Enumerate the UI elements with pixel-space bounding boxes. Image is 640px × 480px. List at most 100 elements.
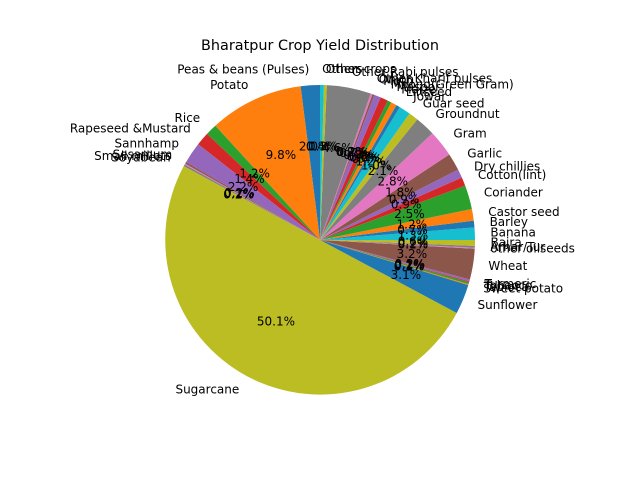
slice-pct-bajra: 0.6% — [398, 234, 429, 248]
slice-pct-cotton-lint: 0.9% — [391, 197, 422, 211]
slice-rapeseed-mustard — [198, 133, 320, 240]
slice-pct-masoor: 0.4% — [346, 149, 377, 163]
slice-label-other-rabi-pulses: Other Rabi pulses — [352, 65, 459, 79]
slice-tobacco — [320, 240, 470, 283]
slice-pct-potato: 9.8% — [266, 148, 297, 162]
slice-soyabean — [183, 164, 320, 240]
slice-pct-arhar-tur: 0.2% — [398, 237, 429, 251]
slice-label-jowar: Jowar — [412, 90, 446, 104]
slice-label-onion: Onion — [379, 72, 414, 86]
slice-pct-gram: 2.8% — [378, 175, 409, 189]
slice-linseed — [320, 105, 400, 241]
slice-pct-sugarcane: 50.1% — [257, 314, 295, 328]
slice-pct-banana: 1.3% — [398, 229, 429, 243]
slice-small-millets — [184, 163, 320, 240]
slice-pct-peas-beans-pulses: 2.0% — [299, 140, 330, 154]
slice-sweet-potato — [320, 240, 469, 286]
slice-label-others: Others — [322, 62, 362, 76]
slice-wheat — [320, 240, 475, 280]
slice-pct-sannhamp: 2.2% — [228, 180, 259, 194]
slice-label-coriander: Coriander — [484, 185, 543, 199]
slice-gram — [320, 133, 450, 240]
slice-cotton-lint — [320, 177, 466, 240]
slice-sugarcane — [165, 166, 457, 395]
slice-onion — [320, 94, 375, 240]
slice-pct-jowar: 1.2% — [356, 155, 387, 169]
slice-pct-others: 0.4% — [306, 140, 337, 154]
slice-pct-turmeric: 0.2% — [395, 257, 426, 271]
slice-guar-seed — [320, 113, 418, 240]
slice-sunflower — [320, 240, 469, 313]
slice-label-peas-beans-pulses: Peas & beans (Pulses) — [177, 62, 309, 76]
slice-label-moong-green-gram: Moong(Green Gram) — [391, 77, 514, 91]
slice-pct-coriander: 2.5% — [394, 207, 425, 221]
slice-label-bajra: Bajra — [490, 236, 521, 250]
slice-banana — [320, 227, 475, 240]
slice-pct-rice: 1.2% — [239, 166, 270, 180]
pie-slices — [165, 84, 475, 395]
slice-pct-tapioca: 0.2% — [394, 258, 425, 272]
slice-pct-garlic: 1.8% — [385, 186, 416, 200]
slice-label-linseed: Linseed — [406, 85, 452, 99]
slice-label-rice: Rice — [175, 111, 201, 125]
slice-label-guar-seed: Guar seed — [423, 96, 485, 110]
slice-label-sesamum: Sesamum — [113, 148, 173, 162]
slice-other-crops — [320, 85, 327, 240]
slice-pct-other-rabi-pulses: 4.6% — [322, 141, 353, 155]
chart-title: Bharatpur Crop Yield Distribution — [201, 38, 439, 54]
slice-label-small-millets: Small millets — [94, 149, 171, 163]
slice-pct-groundnut: 2.1% — [368, 164, 399, 178]
slice-potato — [215, 86, 320, 240]
slice-moong-green-gram — [320, 97, 388, 240]
slice-bajra — [320, 240, 475, 246]
slice-pct-other-kharif-pulses: 0.2% — [336, 145, 367, 159]
slice-pct-guar-seed: 1.0% — [361, 158, 392, 172]
slice-pct-moong-green-gram: 0.8% — [343, 148, 374, 162]
slice-label-sugarcane: Sugarcane — [175, 383, 239, 397]
slice-label-groundnut: Groundnut — [436, 107, 500, 121]
slice-other-kharif-pulses — [320, 93, 373, 241]
slice-label-dry-chillies: Dry chillies — [474, 159, 540, 173]
slice-pct-tobacco: 0.1% — [394, 258, 425, 272]
slice-pct-soyabean: 0.2% — [223, 188, 254, 202]
slice-label-barley: Barley — [490, 215, 528, 229]
slice-pct-wheat: 3.2% — [397, 247, 428, 261]
slice-other-oilseeds — [320, 240, 475, 249]
slice-pct-dry-chillies: 0.9% — [389, 193, 420, 207]
slice-castor-seed — [320, 209, 474, 240]
slice-pct-rapeseed-mustard: 1.4% — [234, 172, 265, 186]
slice-others — [320, 85, 324, 240]
slice-pct-sweet-potato: 0.1% — [394, 259, 425, 273]
slice-label-moth: Moth — [383, 74, 413, 88]
slice-label-tobacco: Tobacco — [483, 279, 532, 293]
slice-barley — [320, 220, 475, 240]
slice-other-rabi-pulses — [320, 85, 371, 241]
slice-maize — [320, 102, 397, 240]
slice-label-sannhamp: Sannhamp — [115, 137, 179, 151]
slice-label-other-oilseeds: other oilseeds — [490, 242, 575, 256]
slice-pct-other-oilseeds: 0.1% — [398, 237, 429, 251]
slice-label-other-kharif-pulses: Other Kharif pulses — [377, 72, 492, 86]
slice-pct-sesamum: 0.2% — [224, 186, 255, 200]
slice-pct-small-millets: 0.1% — [224, 187, 255, 201]
slice-groundnut — [320, 119, 433, 240]
slice-pct-sunflower: 3.1% — [391, 268, 422, 282]
slice-label-other-crops: Other crops — [326, 62, 396, 76]
slice-label-sweet-potato: Sweet potato — [483, 282, 563, 296]
slice-pct-castor-seed: 1.2% — [397, 217, 428, 231]
slice-pct-onion: 0.2% — [337, 145, 368, 159]
slice-pct-moth: 0.7% — [339, 146, 370, 160]
slice-tapioca — [320, 240, 470, 285]
slice-label-wheat: Wheat — [488, 259, 527, 273]
slice-pct-maize: 0.6% — [349, 151, 380, 165]
slice-label-sunflower: Sunflower — [478, 298, 538, 312]
slice-rice — [207, 125, 320, 240]
slice-sesamum — [185, 161, 320, 240]
slice-pct-barley: 0.7% — [397, 223, 428, 237]
slice-coriander — [320, 185, 472, 240]
slice-label-turmeric: Turmeric — [484, 277, 537, 291]
slice-label-arhar-tur: Arhar/Tur — [490, 240, 545, 254]
slice-label-cotton-lint: Cotton(lint) — [478, 168, 546, 182]
slice-moth — [320, 94, 381, 240]
